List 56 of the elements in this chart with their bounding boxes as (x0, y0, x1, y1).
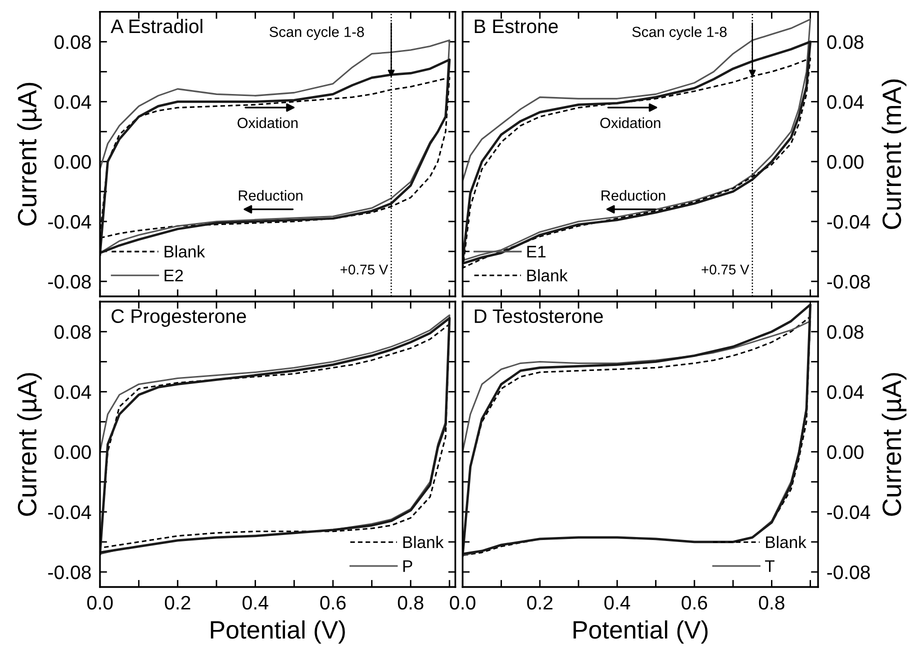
annotation: Reduction (602, 190, 666, 201)
annotation: Reduction (238, 190, 302, 201)
chart-title: A Estradiol (110, 18, 202, 34)
legend-label: Blank (766, 536, 806, 548)
y-tick-label: -0.08 (48, 565, 91, 580)
legend-label: E1 (527, 246, 546, 258)
x-tick-label: 0.4 (604, 596, 630, 610)
x-tick-label: 0.0 (450, 596, 476, 610)
y-tick-label: 0.08 (827, 325, 864, 339)
x-tick-label: 0.8 (398, 596, 424, 610)
legend-label: P (403, 560, 412, 572)
y-tick-label: 0.04 (54, 95, 92, 109)
ref-line-label: +0.75 V (340, 264, 388, 274)
y-axis-title: Current (µA) (17, 373, 42, 516)
x-tick-label: 0.6 (682, 596, 708, 610)
y-tick-label: 0.00 (827, 155, 864, 169)
y-axis-title: Current (µA) (17, 82, 42, 226)
x-tick-label: 0.6 (320, 596, 346, 610)
x-axis-title: Potential (V) (210, 620, 345, 644)
annotation: Oxidation (238, 117, 298, 128)
x-tick-label: 0.4 (242, 596, 268, 610)
y-tick-label: 0.00 (827, 445, 864, 460)
y-axis-title: Current (mA) (882, 79, 906, 229)
y-tick-label: -0.04 (827, 214, 870, 229)
legend-label: E2 (164, 270, 183, 282)
ref-line-label: +0.75 V (702, 264, 750, 274)
chart-title: D Testosterone (474, 309, 603, 324)
x-axis-title: Potential (V) (574, 620, 708, 644)
x-tick-label: 0.8 (758, 596, 784, 610)
y-axis-title: Current (µA) (882, 373, 906, 516)
y-tick-label: -0.04 (48, 505, 92, 520)
y-tick-label: -0.04 (48, 214, 92, 229)
y-tick-label: -0.04 (827, 505, 870, 520)
y-tick-label: 0.08 (54, 35, 91, 49)
x-tick-label: 0.0 (87, 596, 113, 610)
legend-label: T (765, 560, 774, 572)
annotation: Oxidation (600, 117, 660, 128)
y-tick-label: -0.08 (48, 274, 91, 289)
annotation: Scan cycle 1-8 (632, 26, 727, 40)
y-tick-label: 0.08 (54, 325, 91, 339)
y-tick-label: -0.08 (827, 274, 870, 289)
y-tick-label: 0.04 (827, 95, 864, 109)
x-tick-label: 0.2 (164, 596, 190, 610)
y-tick-label: 0.00 (54, 445, 91, 460)
y-tick-label: 0.00 (54, 155, 91, 169)
y-tick-label: 0.04 (827, 385, 864, 399)
y-tick-label: 0.08 (827, 35, 864, 49)
legend-label: Blank (403, 536, 444, 548)
chart-title: B Estrone (474, 20, 558, 34)
x-tick-label: 0.2 (527, 596, 552, 610)
chart-title: C Progesterone (112, 309, 246, 327)
y-tick-label: 0.04 (54, 385, 92, 399)
annotation: Scan cycle 1-8 (270, 26, 364, 40)
legend-label: Blank (164, 245, 206, 258)
y-tick-label: -0.08 (827, 565, 870, 580)
legend-label: Blank (527, 269, 568, 282)
